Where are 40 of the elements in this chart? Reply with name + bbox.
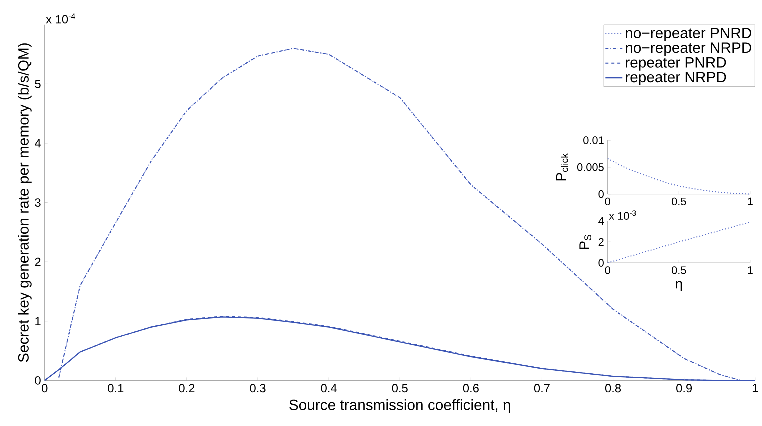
y-axis-title: P$_{S}$ [580, 235, 592, 250]
y-tick-label: 4 [598, 218, 604, 226]
legend-label: no−repeater PNRD [626, 28, 752, 42]
x-tick-label: 0.5 [672, 266, 686, 275]
text: x 10$^{-4}$ [46, 14, 76, 24]
x-tick-label: 0.9 [676, 384, 692, 393]
x-tick-label: 1 [752, 384, 758, 393]
y-tick-label: 3 [35, 198, 41, 208]
y-axis-title: P$_{click}$ [556, 154, 568, 181]
y-tick-label: 2 [598, 238, 604, 246]
x-tick-label: 0.6 [463, 384, 479, 393]
y-tick-label: 0.01 [584, 136, 604, 145]
y-tick-label: 2 [35, 258, 41, 266]
x-tick-label: 1 [748, 266, 753, 274]
x-tick-label: 0.5 [392, 384, 408, 393]
x-tick-label: 0.5 [672, 198, 686, 206]
x-tick-label: 0 [42, 384, 48, 393]
y-tick-label: 0 [598, 190, 604, 198]
y-tick-label: 5 [35, 80, 41, 89]
x-tick-label: 0.8 [605, 384, 622, 393]
x-tick-label: 0.2 [179, 384, 195, 393]
x-tick-label: 0 [605, 266, 610, 275]
y-tick-label: 1 [36, 318, 41, 326]
x-tick-label: 0.1 [108, 384, 124, 393]
annotation: x 10$^{-3}$ [609, 210, 636, 220]
x-tick-label: 1 [748, 198, 753, 206]
x-tick-label: 0.7 [534, 384, 550, 393]
x-tick-label: 0.4 [321, 384, 337, 393]
x-tick-label: 0.3 [250, 384, 266, 393]
y-axis-title: Secret key generation rate per memory (b/s/QM) [18, 44, 32, 363]
x-tick-label: 0 [605, 198, 610, 206]
x-axis-title: Source transmission coefficient, η [290, 400, 510, 414]
y-tick-label: 0 [598, 259, 604, 268]
legend-label: repeater PNRD [626, 58, 726, 72]
legend-label: no−repeater NRPD [626, 43, 752, 56]
y-tick-label: 0.005 [577, 164, 604, 172]
y-tick-label: 0 [35, 376, 41, 386]
legend-label: repeater NRPD [626, 72, 726, 86]
x-axis-title: η [676, 281, 682, 292]
y-tick-label: 4 [35, 140, 41, 148]
